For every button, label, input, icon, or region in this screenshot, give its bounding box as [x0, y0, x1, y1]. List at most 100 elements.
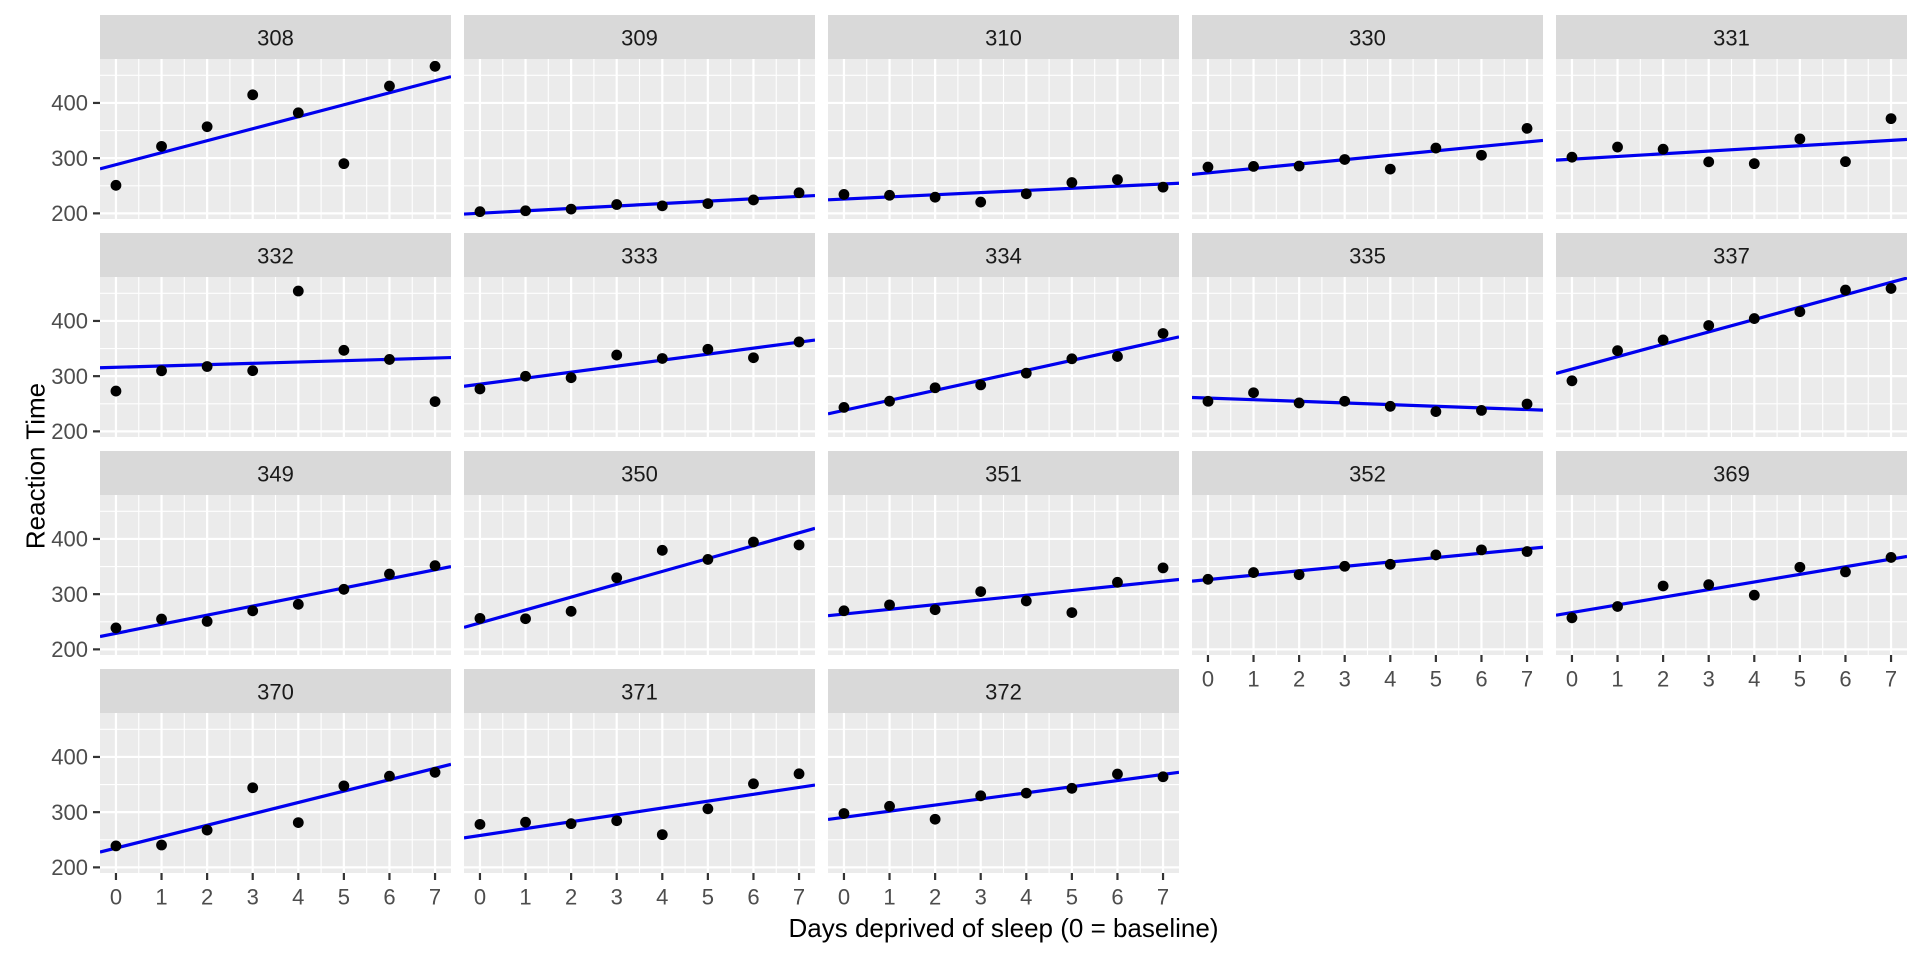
data-point	[1566, 375, 1578, 387]
y-tick-label: 300	[51, 364, 88, 389]
y-tick-label: 300	[51, 146, 88, 171]
x-tick-label: 6	[1839, 667, 1851, 692]
data-point	[656, 353, 668, 364]
data-point	[110, 179, 122, 191]
facet-strip	[100, 15, 451, 59]
x-tick-label: 4	[1020, 885, 1032, 910]
data-point	[1794, 306, 1806, 318]
facet-strip-label: 334	[985, 244, 1022, 269]
x-tick-label: 7	[1885, 667, 1897, 692]
data-point	[793, 539, 805, 551]
data-point	[201, 615, 213, 627]
data-point	[1840, 566, 1851, 578]
data-point	[1521, 546, 1533, 557]
data-point	[1248, 567, 1259, 578]
data-point	[1157, 562, 1169, 574]
data-point	[929, 604, 941, 616]
x-tick-label: 3	[1339, 667, 1351, 692]
facet-334: 334	[828, 233, 1179, 437]
data-point	[110, 840, 122, 852]
facet-strip	[828, 15, 1179, 59]
data-point	[1703, 579, 1715, 591]
data-point	[1066, 353, 1078, 365]
data-point	[1885, 552, 1897, 563]
regression-line	[1556, 137, 1907, 162]
facet-strip	[464, 451, 815, 495]
facet-strip-label: 331	[1713, 26, 1750, 51]
data-point	[156, 365, 167, 377]
facet-332: 332 200 300 400	[51, 233, 451, 444]
y-tick-label: 400	[51, 745, 88, 770]
data-point	[884, 189, 895, 201]
data-point	[384, 80, 395, 92]
facet-strip	[1556, 451, 1907, 495]
y-tick-label: 400	[51, 91, 88, 116]
data-point	[1657, 334, 1669, 346]
y-tick-label: 200	[51, 637, 88, 662]
x-tick-label: 7	[793, 885, 805, 910]
data-point	[384, 354, 395, 365]
data-point	[1612, 345, 1623, 357]
data-point	[1703, 156, 1715, 168]
data-point	[156, 839, 167, 851]
facet-strip-label: 310	[985, 26, 1022, 51]
data-point	[793, 768, 805, 780]
data-point	[1794, 133, 1806, 145]
facet-strip	[464, 669, 815, 713]
data-point	[838, 808, 850, 819]
facet-strip	[100, 233, 451, 277]
data-point	[975, 379, 987, 391]
x-tick-label: 0	[1566, 667, 1578, 692]
data-point	[1020, 595, 1032, 607]
data-point	[929, 191, 941, 203]
x-tick-label: 6	[383, 885, 395, 910]
data-point	[702, 803, 714, 815]
facet-strip	[828, 669, 1179, 713]
facet-370: 370 0 1 2 3 4 5 6 7 200 300 400	[51, 669, 451, 910]
data-point	[292, 817, 304, 828]
data-point	[1885, 283, 1897, 294]
data-point	[201, 121, 213, 133]
x-tick-label: 1	[883, 885, 895, 910]
facet-strip	[1556, 15, 1907, 59]
data-point	[611, 349, 623, 361]
y-tick-label: 400	[51, 527, 88, 552]
data-point	[1430, 549, 1442, 561]
x-tick-label: 1	[155, 885, 167, 910]
data-point	[384, 568, 395, 580]
data-point	[1157, 181, 1169, 193]
x-tick-label: 2	[201, 885, 213, 910]
data-point	[384, 770, 395, 782]
data-point	[292, 598, 304, 610]
data-point	[1020, 787, 1032, 799]
data-point	[1476, 544, 1487, 556]
y-axis-title: Reaction Time	[20, 382, 51, 550]
data-point	[1020, 367, 1032, 379]
y-tick-label: 200	[51, 419, 88, 444]
data-point	[611, 199, 623, 210]
x-tick-label: 5	[338, 885, 350, 910]
facet-strip	[1192, 233, 1543, 277]
facet-strip-label: 352	[1349, 462, 1386, 487]
data-point	[520, 205, 531, 217]
data-point	[429, 766, 441, 778]
x-tick-label: 4	[292, 885, 304, 910]
data-point	[975, 790, 987, 802]
data-point	[292, 285, 304, 297]
data-point	[1384, 400, 1396, 412]
facet-strip-label: 370	[257, 680, 294, 705]
y-tick-label: 300	[51, 582, 88, 607]
x-axis-title: Days deprived of sleep (0 = baseline)	[788, 913, 1219, 943]
data-point	[565, 818, 577, 830]
data-point	[1748, 313, 1760, 324]
data-point	[838, 605, 850, 617]
regression-line	[100, 75, 451, 171]
x-tick-label: 1	[1611, 667, 1623, 692]
data-point	[338, 583, 350, 595]
facet-strip	[100, 669, 451, 713]
x-tick-label: 3	[1703, 667, 1715, 692]
data-point	[1339, 154, 1351, 165]
facet-372: 372 0 1 2 3 4 5 6 7	[828, 669, 1179, 910]
facet-strip-label: 371	[621, 680, 658, 705]
